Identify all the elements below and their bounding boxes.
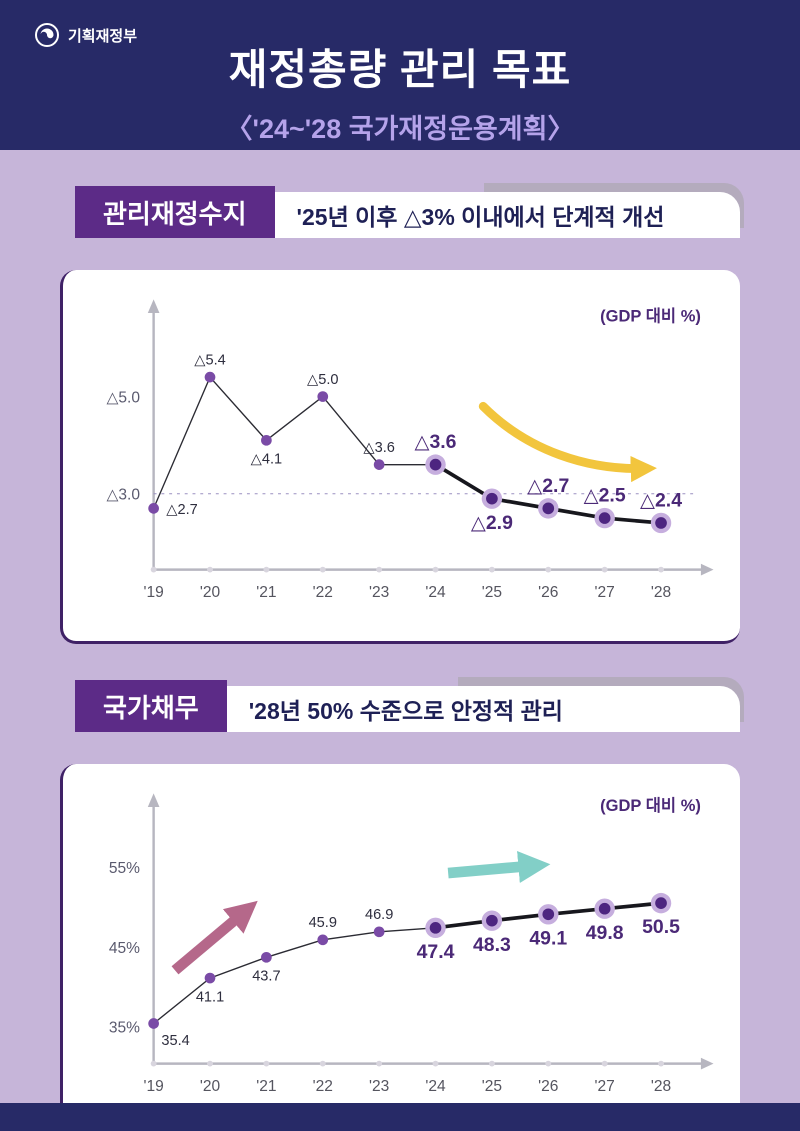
section-header-national-debt: 국가채무 '28년 50% 수준으로 안정적 관리 [75,677,744,732]
svg-text:45.9: 45.9 [309,915,337,931]
svg-text:'25: '25 [482,1078,502,1095]
ministry-name: 기획재정부 [68,27,138,45]
svg-text:△4.1: △4.1 [251,452,282,468]
svg-text:'20: '20 [200,1078,221,1095]
page-title: 재정총량 관리 목표 [228,46,572,93]
ministry-emblem-icon [35,23,59,47]
svg-text:49.8: 49.8 [586,922,624,944]
svg-text:△2.7: △2.7 [166,502,197,518]
svg-text:'26: '26 [538,1078,558,1095]
svg-text:'25: '25 [482,584,502,601]
section-label-fiscal-balance: 관리재정수지 [75,186,275,238]
svg-text:48.3: 48.3 [473,934,511,956]
svg-text:△3.0: △3.0 [106,487,140,504]
svg-text:49.1: 49.1 [529,927,567,949]
fiscal-balance-chart: '19 '20 '21 '22 '23 '24 '25 '26 '27 '28 △5.0 △3.0 (G… [106,299,714,601]
footer-bar [0,1103,800,1131]
svg-text:'21: '21 [256,1078,276,1095]
svg-text:'20: '20 [200,584,221,601]
svg-text:'28: '28 [651,1078,671,1095]
svg-text:41.1: 41.1 [196,989,224,1005]
svg-text:'22: '22 [313,584,333,601]
svg-text:(GDP 대비 %): (GDP 대비 %) [600,796,701,815]
svg-text:46.9: 46.9 [365,907,393,923]
svg-text:'22: '22 [313,1078,333,1095]
svg-text:47.4: 47.4 [417,941,455,963]
headline-national-debt: '28년 50% 수준으로 안정적 관리 [226,686,740,732]
ministry-logo: 기획재정부 [34,22,137,48]
national-debt-chart-card: '19 '20 '21 '22 '23 '24 '25 '26 '27 '28 55% 45% 35% (… [60,764,740,1124]
svg-text:'27: '27 [595,584,615,601]
svg-text:43.7: 43.7 [252,969,280,985]
svg-text:△5.0: △5.0 [106,389,140,406]
svg-text:'24: '24 [425,1078,446,1095]
svg-text:△5.4: △5.4 [194,353,225,369]
headline-fiscal-balance: '25년 이후 △3% 이내에서 단계적 개선 [274,192,740,238]
svg-text:45%: 45% [109,940,140,957]
headline-wrap-national-debt: '28년 50% 수준으로 안정적 관리 [226,677,744,732]
svg-text:50.5: 50.5 [642,916,680,938]
svg-text:'28: '28 [651,584,671,601]
svg-text:△2.9: △2.9 [471,512,513,534]
svg-text:△2.4: △2.4 [640,489,682,511]
svg-text:△3.6: △3.6 [415,431,457,453]
svg-text:△2.5: △2.5 [584,485,626,507]
svg-text:'21: '21 [256,584,276,601]
svg-text:'23: '23 [369,584,389,601]
svg-text:(GDP 대비 %): (GDP 대비 %) [600,307,701,326]
national-debt-chart: '19 '20 '21 '22 '23 '24 '25 '26 '27 '28 55% 45% 35% (… [109,793,714,1095]
headline-wrap-fiscal-balance: '25년 이후 △3% 이내에서 단계적 개선 [274,183,744,238]
header-band: 기획재정부 재정총량 관리 목표 〈'24~'28 국가재정운용계획〉 [0,0,800,150]
svg-text:△3.6: △3.6 [363,440,394,456]
fiscal-balance-chart-card: '19 '20 '21 '22 '23 '24 '25 '26 '27 '28 △5.0 △3.0 (G… [60,270,740,644]
svg-text:35.4: 35.4 [161,1033,189,1049]
svg-text:△2.7: △2.7 [527,475,569,497]
section-label-national-debt: 국가채무 [75,680,227,732]
section-header-fiscal-balance: 관리재정수지 '25년 이후 △3% 이내에서 단계적 개선 [75,183,744,238]
page-subtitle: 〈'24~'28 국가재정운용계획〉 [225,114,575,144]
svg-text:35%: 35% [109,1020,140,1037]
svg-text:△5.0: △5.0 [307,372,338,388]
svg-text:'19: '19 [143,1078,163,1095]
svg-text:'27: '27 [595,1078,615,1095]
svg-text:'23: '23 [369,1078,389,1095]
svg-text:55%: 55% [109,860,140,877]
svg-text:'24: '24 [425,584,446,601]
svg-text:'19: '19 [143,584,163,601]
svg-text:'26: '26 [538,584,558,601]
